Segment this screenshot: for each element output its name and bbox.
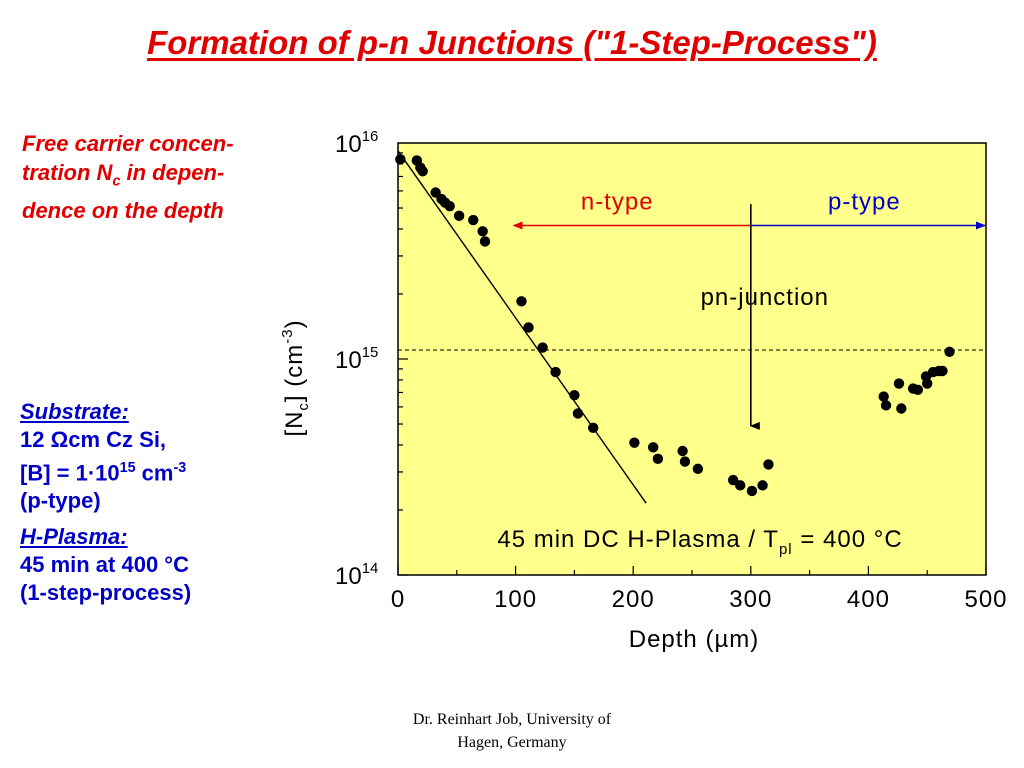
data-point <box>746 485 758 497</box>
caption-line-3: dence on the depth <box>22 198 224 224</box>
x-tick-label: 500 <box>964 586 1007 613</box>
p-type-label: p-type <box>828 189 901 216</box>
y-tick-labels: 1016 1015 1014 <box>335 128 378 590</box>
data-point <box>537 342 548 353</box>
ohm-symbol: Ω <box>50 427 69 452</box>
data-point <box>893 378 905 389</box>
author-line-2: Hagen, Germany <box>457 734 567 751</box>
data-point <box>896 403 907 414</box>
substrate-type: (p-type) <box>20 488 101 514</box>
data-point <box>763 459 774 470</box>
data-point <box>692 463 704 475</box>
data-point <box>677 445 688 457</box>
condition-text: 45 min DC H-Plasma / T <box>497 526 779 553</box>
x-tick-label: 0 <box>391 586 405 613</box>
caption-subscript: c <box>112 173 121 190</box>
y-label-subscript: c <box>295 402 312 411</box>
figure-caption: Free carrier concen-tration Nc in depen-… <box>22 129 312 225</box>
data-point <box>735 480 746 491</box>
data-point <box>912 384 923 396</box>
caption-line-1: Free carrier concen- <box>22 131 234 156</box>
doping-exponent: 15 <box>119 460 136 476</box>
data-point <box>878 391 889 402</box>
y-label-part-c: ) <box>281 319 308 328</box>
experiment-details: Substrate: 12 Ωcm Cz Si, [B] = 1·1015 cm… <box>20 398 280 607</box>
substrate-heading: Substrate: <box>20 399 129 424</box>
y-label-part-a: [N <box>281 411 308 437</box>
data-point <box>572 408 584 419</box>
substrate-resistivity-value: 12 <box>20 427 51 452</box>
caption-line-2b: in depen- <box>120 160 225 185</box>
author-credit: Dr. Reinhart Job, University of Hagen, Ge… <box>370 708 654 754</box>
doping-unit-exponent: -3 <box>173 460 187 476</box>
plasma-condition-label: 45 min DC H-Plasma / Tpl = 400 °C <box>497 526 902 558</box>
data-point <box>569 389 580 401</box>
y-tick-label: 1015 <box>335 344 378 374</box>
substrate-doping: [B] = 1·1015 cm-3 <box>20 454 280 487</box>
x-tick-label: 300 <box>729 586 772 613</box>
doping-unit: cm <box>135 460 174 486</box>
author-line-1: Dr. Reinhart Job, University of <box>412 711 612 728</box>
data-point <box>550 366 561 378</box>
substrate-resistivity: 12 Ωcm Cz Si, <box>20 426 280 454</box>
caption-line-2a: tration N <box>22 160 113 185</box>
plot-area <box>397 142 987 576</box>
data-point <box>395 154 406 165</box>
data-point <box>652 453 664 465</box>
data-point <box>647 442 659 453</box>
data-point <box>479 236 491 247</box>
substrate-material: cm Cz Si, <box>68 427 167 452</box>
y-label-superscript: -3 <box>279 328 296 343</box>
axis-ticks <box>397 152 987 576</box>
slide-title: Formation of p-n Junctions ("1-Step-Proc… <box>147 24 877 61</box>
y-label-part-b: ] (cm <box>281 344 308 402</box>
x-tick-label: 400 <box>847 586 890 613</box>
plasma-process: (1-step-process) <box>20 580 192 606</box>
data-point <box>629 437 640 448</box>
data-point <box>757 480 768 491</box>
data-point <box>516 296 527 307</box>
x-tick-labels: 0 100 200 300 400 500 <box>391 586 1007 613</box>
data-points <box>395 154 955 497</box>
condition-subscript: pl <box>779 541 793 558</box>
x-tick-label: 100 <box>494 586 537 613</box>
y-tick-label: 1016 <box>335 128 378 158</box>
n-type-label: n-type <box>581 189 654 216</box>
y-tick-label: 1014 <box>335 560 378 590</box>
pn-junction-label: pn-junction <box>701 284 829 311</box>
plasma-condition: 45 min at 400 °C <box>20 552 189 578</box>
data-point <box>523 322 534 333</box>
data-point <box>880 400 892 411</box>
data-point <box>937 365 948 377</box>
data-point <box>944 346 955 357</box>
x-axis-label: Depth (µm) <box>629 626 760 653</box>
fit-line <box>397 150 647 504</box>
data-point <box>588 422 599 434</box>
y-axis-label: [Nc] (cm-3) <box>279 319 312 436</box>
data-point <box>679 456 691 467</box>
data-point <box>417 166 428 177</box>
condition-value: = 400 °C <box>793 526 903 553</box>
doping-value: [B] = 1·10 <box>20 460 120 486</box>
data-point <box>444 200 455 212</box>
data-point <box>477 226 488 237</box>
plasma-heading: H-Plasma: <box>20 524 128 550</box>
data-point <box>922 378 933 389</box>
data-point <box>468 214 479 226</box>
x-tick-label: 200 <box>612 586 655 613</box>
data-point <box>453 210 465 222</box>
